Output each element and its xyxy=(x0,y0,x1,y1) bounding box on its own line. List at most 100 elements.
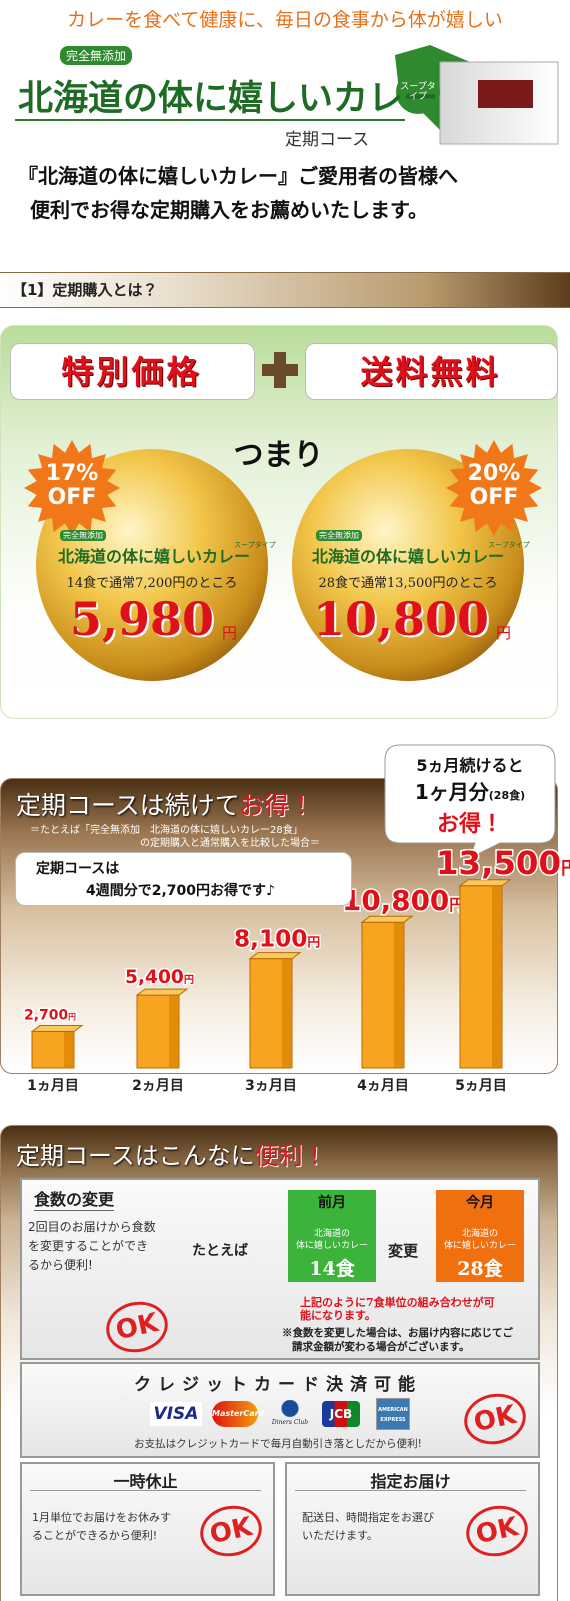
summary: つまり xyxy=(233,438,324,473)
after-box xyxy=(436,1190,524,1282)
bar-value-label: 10,800円 xyxy=(342,884,465,917)
subtitle: ＝たとえば「完全無添加 北海道の体に嬉しいカレー28食」 xyxy=(30,825,303,836)
callout-line: お得！ xyxy=(436,812,503,837)
bar-shade xyxy=(169,995,179,1068)
combo-note: 上記のように7食単位の組み合わせが可 xyxy=(300,1296,495,1309)
remark: ※食数を変更した場合は、お届け内容に応じてご xyxy=(282,1327,513,1339)
unit-text: 円 xyxy=(68,1013,76,1022)
discount-burst xyxy=(24,440,120,536)
benefit-box xyxy=(10,343,255,400)
note-line: 4週間分で2,700円お得です♪ xyxy=(86,883,275,899)
bar-value-label: 8,100円 xyxy=(234,926,320,953)
tagline: カレーを食べて健康に、毎日の食事から体が嬉しい xyxy=(67,9,503,31)
discount-off: OFF xyxy=(47,485,97,510)
section-title: 定期コースは続けてお得！ xyxy=(16,786,314,822)
benefit-label: 特別価格 xyxy=(61,353,202,391)
bar-value-label: 13,500円 xyxy=(436,844,570,882)
bar-shade xyxy=(282,958,292,1068)
panel-text: るから便利! xyxy=(28,1258,93,1272)
meal-count: 28食 xyxy=(457,1258,503,1280)
panel-text: 配送日、時間指定をお選び xyxy=(302,1511,434,1524)
bar-shade xyxy=(64,1031,74,1068)
plus-icon xyxy=(274,352,286,388)
panel-heading: 指定お届け xyxy=(370,1472,451,1491)
value-text: 2,700 xyxy=(24,1008,69,1024)
bar-value-label: 2,700円 xyxy=(24,1008,76,1024)
panel-heading: 一時休止 xyxy=(113,1472,178,1491)
panel-text: 2回目のお届けから食数 xyxy=(28,1220,156,1234)
card-logo: Diners Club xyxy=(266,1400,314,1428)
note-box xyxy=(15,852,352,906)
pause-panel xyxy=(20,1462,275,1596)
value-text: 8,100 xyxy=(234,926,307,953)
discount: 20% xyxy=(467,461,521,486)
offer-unit: 円 xyxy=(496,624,512,642)
card-logo: JCB xyxy=(322,1401,360,1427)
bar-top xyxy=(135,988,189,996)
offer-unit: 円 xyxy=(222,624,238,642)
before-box xyxy=(288,1190,376,1282)
panel-text: ることができるから便利! xyxy=(32,1529,158,1542)
card-logo: AMERICAN EXPRESS xyxy=(376,1398,410,1430)
bar-shade xyxy=(492,885,502,1068)
bar-top xyxy=(360,915,414,923)
logo-type: スープタイプ xyxy=(488,541,530,549)
offer-price: 10,800 xyxy=(313,592,490,646)
unit-text: 円 xyxy=(184,974,194,986)
callout-line: 5ヵ月続けると xyxy=(416,756,524,775)
month-label: 前月 xyxy=(318,1195,346,1211)
callout-text: 1ヶ月分 xyxy=(414,780,489,804)
bar-top xyxy=(458,879,512,887)
logo-name: 北海道の体に嬉しいカレー xyxy=(58,547,251,566)
offer-price: 5,980 xyxy=(70,592,215,646)
note-line: 定期コースは xyxy=(36,861,120,877)
title-end: ！ xyxy=(302,1142,327,1170)
unit-text: 円 xyxy=(307,936,320,951)
divider xyxy=(295,1490,526,1491)
panel-heading: 食数の変更 xyxy=(34,1186,115,1211)
logo-course: 定期コース xyxy=(285,130,370,150)
value-text: 10,800 xyxy=(342,884,449,917)
title-text: 定期コースはこんなに xyxy=(16,1142,255,1170)
bar-top xyxy=(30,1025,84,1033)
discount-off: OFF xyxy=(469,485,519,510)
logo-badge: 完全無添加 xyxy=(60,46,133,65)
panel-heading: クレジットカード決済可能 xyxy=(134,1375,422,1395)
month-label: 今月 xyxy=(466,1195,494,1211)
month-label: 5ヵ月目 xyxy=(455,1078,507,1094)
divider xyxy=(30,1490,261,1491)
section-title: 定期コースはこんなに便利！ xyxy=(16,1136,327,1171)
product-label xyxy=(478,80,533,108)
title-emphasis: 便利 xyxy=(254,1142,303,1170)
month-label: 2ヵ月目 xyxy=(132,1078,184,1094)
month-label: 1ヵ月目 xyxy=(27,1078,79,1094)
intro-line: 『北海道の体に嬉しいカレー』ご愛用者の皆様へ xyxy=(18,164,458,188)
product-line: 北海道の xyxy=(313,1229,350,1239)
remark: 請求金額が変わる場合がございます。 xyxy=(292,1341,470,1353)
callout-text: (28食) xyxy=(488,789,526,802)
bar-shade xyxy=(394,922,404,1068)
discount: 17% xyxy=(45,461,99,486)
delivery-panel xyxy=(285,1462,540,1596)
value-text: 13,500 xyxy=(436,844,561,882)
offer-note: 28食で通常13,500円のところ xyxy=(318,576,498,591)
panel-text: 1月単位でお届けをお休みす xyxy=(32,1511,171,1524)
unit-text: 円 xyxy=(561,858,570,879)
bar-top xyxy=(248,952,302,960)
callout-bubble xyxy=(384,744,556,859)
card-logo: VISA xyxy=(150,1402,202,1426)
value-text: 5,400 xyxy=(125,967,184,988)
meal-count: 14食 xyxy=(309,1258,355,1280)
change-label: 変更 xyxy=(388,1242,419,1260)
logo-name: 北海道の体に嬉しいカレー xyxy=(18,78,439,119)
logo-type: スープタイプ xyxy=(234,541,276,549)
logo-type: スープタイプ xyxy=(400,82,436,102)
combo-note: 能になります。 xyxy=(300,1309,376,1322)
product-line: 北海道の xyxy=(461,1229,498,1239)
month-label: 3ヵ月目 xyxy=(245,1078,297,1094)
title-emphasis: お得！ xyxy=(239,791,315,820)
month-label: 4ヵ月目 xyxy=(357,1078,409,1094)
logo-badge: 完全無添加 xyxy=(60,530,106,541)
benefit-label: 送料無料 xyxy=(360,353,501,391)
